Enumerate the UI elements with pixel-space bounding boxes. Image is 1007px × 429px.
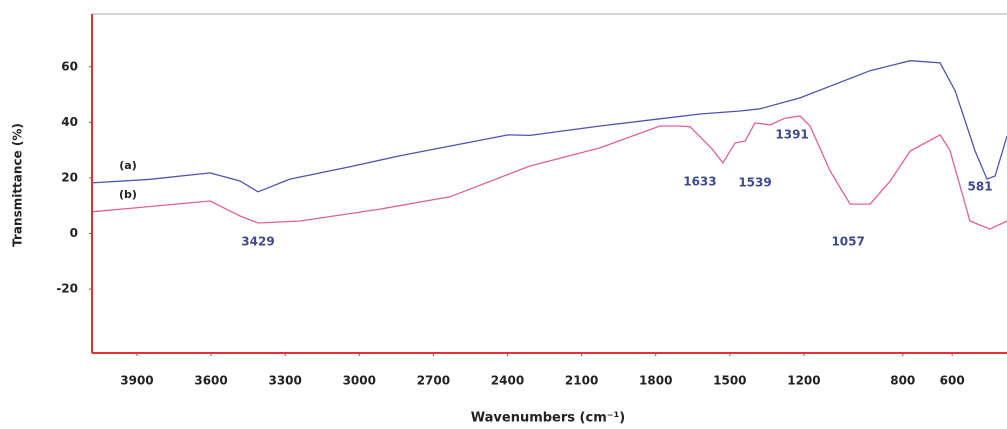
x-tick-label: 3600: [194, 374, 227, 388]
y-tick-label: -20: [56, 282, 78, 296]
series-label: (b): [119, 188, 137, 201]
x-tick-label: 3000: [343, 374, 376, 388]
x-tick-label: 800: [890, 374, 915, 388]
x-tick-label: 2700: [417, 374, 450, 388]
y-tick-label: 20: [61, 170, 78, 184]
x-tick-label: 2100: [565, 374, 598, 388]
peak-label: 1391: [775, 127, 808, 141]
y-tick-label: 40: [61, 115, 78, 129]
y-tick-label: 0: [70, 226, 78, 240]
series-line: [91, 115, 1007, 230]
peak-label: 1057: [831, 235, 864, 249]
x-tick-label: 600: [940, 374, 965, 388]
y-axis-label: Transmittance (%): [11, 123, 25, 247]
peak-label: 581: [968, 179, 993, 193]
peak-label: 1539: [738, 175, 771, 189]
x-tick-label: 1500: [713, 374, 746, 388]
x-tick-label: 3300: [268, 374, 301, 388]
peak-label: 3429: [241, 235, 274, 249]
x-tick-label: 1200: [787, 374, 820, 388]
series-line: [91, 60, 1007, 193]
x-tick-label: 3900: [120, 374, 153, 388]
x-axis-label: Wavenumbers (cm⁻¹): [471, 411, 625, 426]
x-tick-label: 2400: [491, 374, 524, 388]
y-tick-label: 60: [61, 59, 78, 73]
peak-label: 1633: [683, 174, 716, 188]
series-label: (a): [119, 159, 136, 172]
x-tick-label: 1800: [639, 374, 672, 388]
